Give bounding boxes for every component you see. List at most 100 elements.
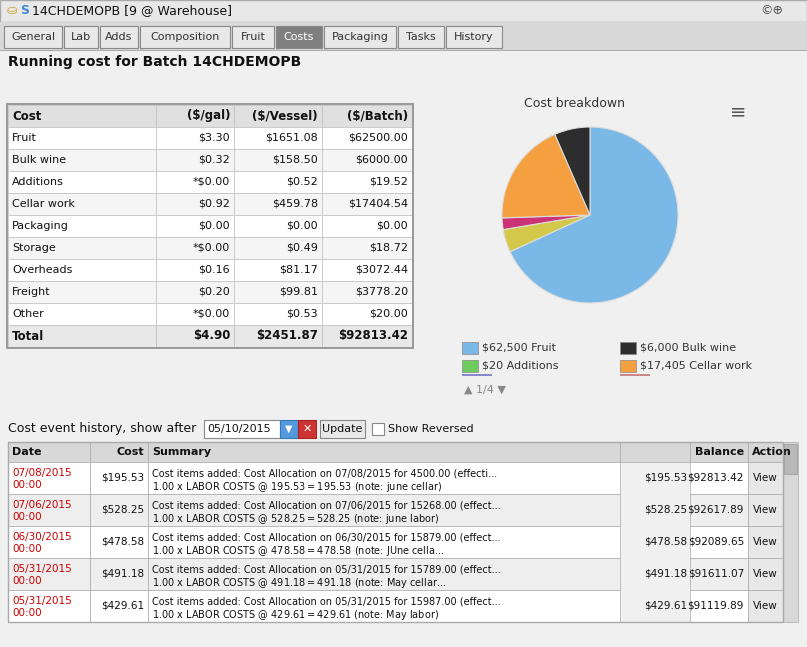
Text: ▲ 1/4 ▼: ▲ 1/4 ▼ [464, 385, 506, 395]
Bar [234, 105, 322, 127]
Text: $19.52: $19.52 [369, 177, 408, 187]
Bar [7, 104, 413, 348]
Text: 1.00 x LABOR COSTS @ $491.18 = $491.18 (note: May cellar...: 1.00 x LABOR COSTS @ $491.18 = $491.18 (… [152, 576, 446, 590]
Bar [280, 420, 298, 438]
Text: View: View [753, 537, 778, 547]
Text: $459.78: $459.78 [272, 199, 318, 209]
Bar [90, 590, 148, 622]
Bar [322, 193, 412, 215]
Text: $3072.44: $3072.44 [355, 265, 408, 275]
Text: View: View [753, 505, 778, 515]
Bar [322, 171, 412, 193]
Text: $0.52: $0.52 [286, 177, 318, 187]
Bar [276, 26, 322, 48]
Text: $91119.89: $91119.89 [688, 601, 744, 611]
Text: History: History [454, 32, 494, 42]
Bar [234, 193, 322, 215]
Text: Costs: Costs [284, 32, 314, 42]
Bar [324, 26, 396, 48]
Text: 1.00 x LABOR COSTS @ $478.58 = $478.58 (note: JUne cella...: 1.00 x LABOR COSTS @ $478.58 = $478.58 (… [152, 544, 445, 558]
Bar [8, 494, 90, 526]
Text: ©⊕: ©⊕ [760, 4, 783, 17]
Text: Packaging: Packaging [12, 221, 69, 231]
Bar [398, 26, 444, 48]
Bar [322, 303, 412, 325]
Bar [148, 462, 620, 494]
Bar [748, 526, 783, 558]
Text: $528.25: $528.25 [101, 505, 144, 515]
Bar [748, 494, 783, 526]
Text: $429.61: $429.61 [644, 601, 687, 611]
Bar [320, 420, 365, 438]
Text: S: S [20, 4, 29, 17]
Bar [690, 462, 748, 494]
Text: Packaging: Packaging [332, 32, 388, 42]
Text: $0.00: $0.00 [286, 221, 318, 231]
Text: 00:00: 00:00 [12, 576, 42, 586]
Text: Lab: Lab [71, 32, 91, 42]
Text: $92617.89: $92617.89 [688, 505, 744, 515]
Bar [620, 360, 636, 372]
Bar [690, 590, 748, 622]
Text: Cost items added: Cost Allocation on 07/08/2015 for 4500.00 (effecti...: Cost items added: Cost Allocation on 07/… [152, 468, 497, 478]
Bar [322, 149, 412, 171]
Text: ⛀: ⛀ [6, 4, 16, 17]
Text: 06/30/2015: 06/30/2015 [12, 532, 72, 542]
Bar [232, 26, 274, 48]
Text: ($/gal): ($/gal) [186, 109, 230, 122]
Text: $91611.07: $91611.07 [688, 569, 744, 579]
Bar [156, 281, 234, 303]
Text: 1.00 x LABOR COSTS @ $429.61 = $429.61 (note: May labor): 1.00 x LABOR COSTS @ $429.61 = $429.61 (… [152, 608, 439, 622]
Text: $478.58: $478.58 [644, 537, 687, 547]
Text: $92089.65: $92089.65 [688, 537, 744, 547]
Wedge shape [502, 215, 590, 230]
Text: Date: Date [12, 447, 41, 457]
Bar [8, 442, 783, 622]
Text: Cellar work: Cellar work [12, 199, 75, 209]
Text: $62500.00: $62500.00 [349, 133, 408, 143]
Bar [8, 127, 156, 149]
Bar [148, 590, 620, 622]
Bar [783, 442, 798, 622]
Text: $6000.00: $6000.00 [355, 155, 408, 165]
Bar [156, 303, 234, 325]
Bar [8, 259, 156, 281]
Text: Cost items added: Cost Allocation on 05/31/2015 for 15789.00 (effect...: Cost items added: Cost Allocation on 05/… [152, 564, 500, 574]
Bar [748, 442, 783, 462]
Bar [140, 26, 230, 48]
Text: $20.00: $20.00 [370, 309, 408, 319]
Text: Cost items added: Cost Allocation on 07/06/2015 for 15268.00 (effect...: Cost items added: Cost Allocation on 07/… [152, 500, 500, 510]
Text: $0.49: $0.49 [286, 243, 318, 253]
Text: Action: Action [752, 447, 792, 457]
Bar [90, 558, 148, 590]
Text: 05/31/2015: 05/31/2015 [12, 564, 72, 574]
Text: *$0.00: *$0.00 [193, 177, 230, 187]
Bar [234, 303, 322, 325]
Text: Summary: Summary [152, 447, 211, 457]
Text: Cost: Cost [12, 109, 41, 122]
Bar [148, 558, 620, 590]
Wedge shape [555, 127, 590, 215]
Text: Overheads: Overheads [12, 265, 73, 275]
Bar [100, 26, 138, 48]
Text: ($/Vessel): ($/Vessel) [253, 109, 318, 122]
Bar [372, 423, 384, 435]
Text: Composition: Composition [150, 32, 220, 42]
Bar [156, 237, 234, 259]
Bar [234, 127, 322, 149]
Text: Cost breakdown: Cost breakdown [525, 97, 625, 110]
Text: $491.18: $491.18 [101, 569, 144, 579]
Bar [156, 259, 234, 281]
Text: $3.30: $3.30 [199, 133, 230, 143]
Text: $17404.54: $17404.54 [348, 199, 408, 209]
Text: View: View [753, 601, 778, 611]
Text: Balance: Balance [695, 447, 744, 457]
Text: Cost event history, show after: Cost event history, show after [8, 422, 196, 435]
Bar [156, 215, 234, 237]
Bar [8, 303, 156, 325]
Text: $1651.08: $1651.08 [266, 133, 318, 143]
Bar [64, 26, 98, 48]
Text: Show Reversed: Show Reversed [388, 424, 474, 434]
Text: ($/Batch): ($/Batch) [347, 109, 408, 122]
Text: $195.53: $195.53 [644, 473, 687, 483]
